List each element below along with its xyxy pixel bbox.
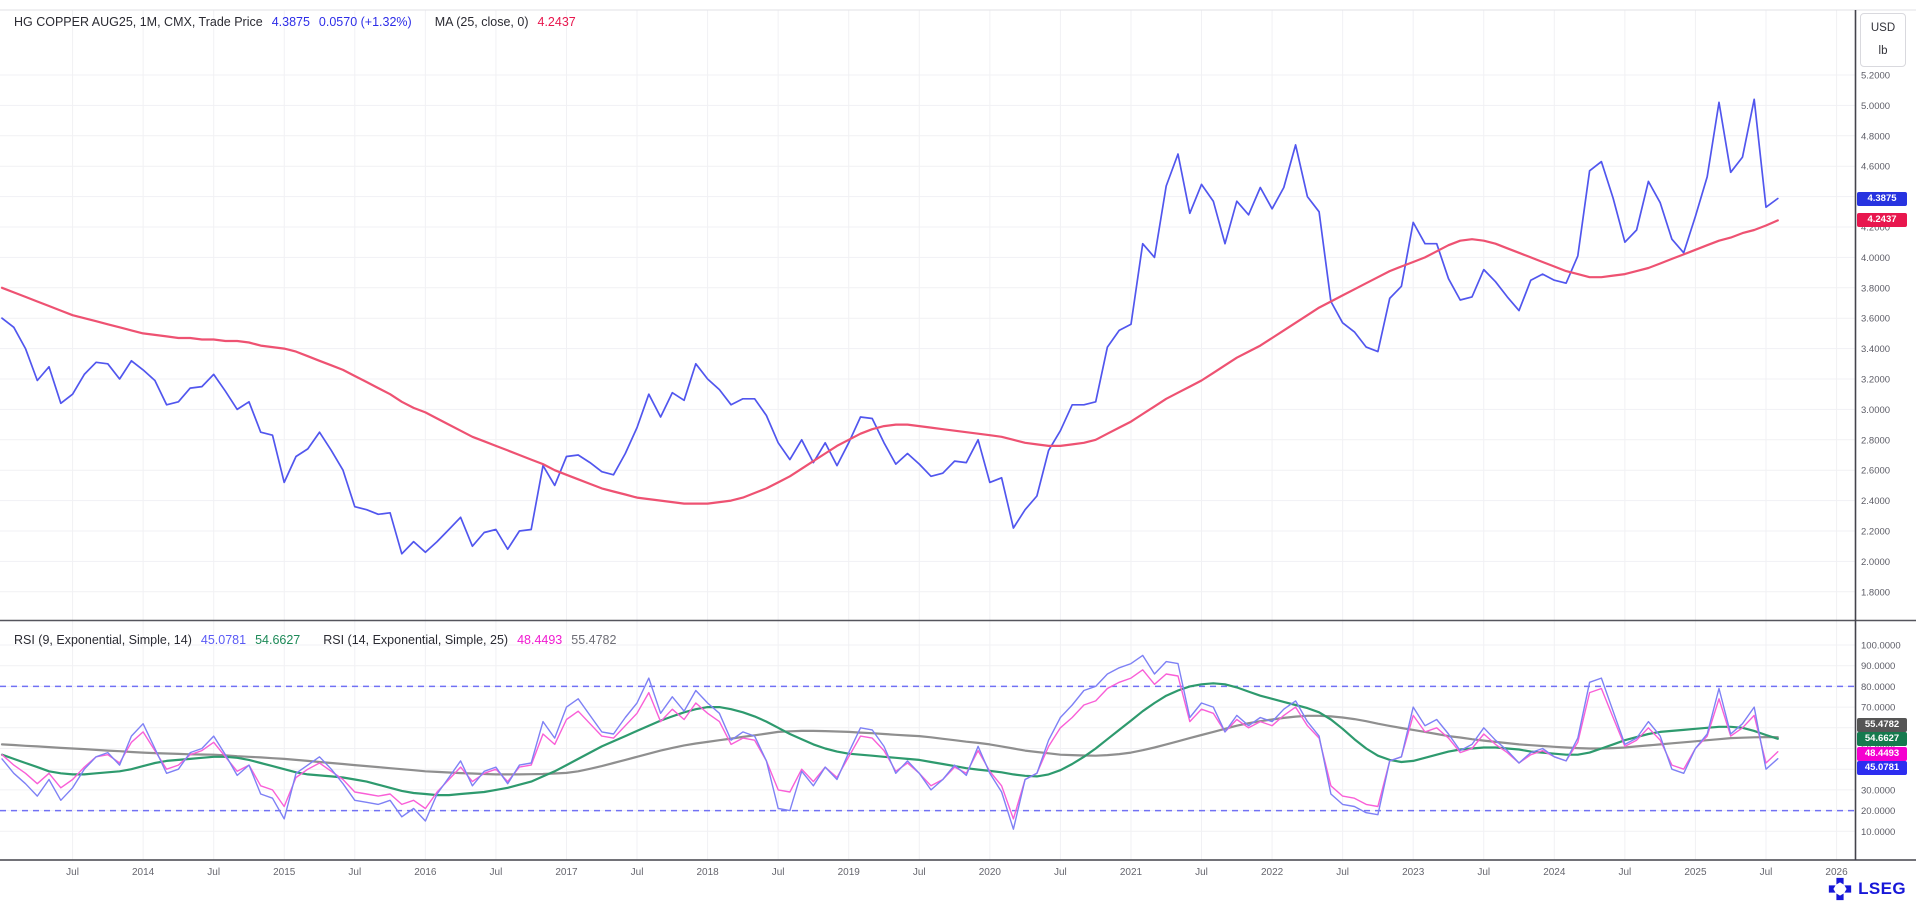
price-axis-label: 5.2000: [1861, 71, 1890, 82]
x-axis-tick-label: 2017: [555, 867, 578, 878]
x-axis-tick-label: 2016: [414, 867, 437, 878]
price-axis-label: 2.0000: [1861, 557, 1890, 568]
x-axis-tick-label: 2025: [1684, 867, 1707, 878]
rsi-axis-label: 20.0000: [1861, 806, 1895, 817]
price-axis-label: 5.0000: [1861, 101, 1890, 112]
x-axis-tick-label: 2026: [1825, 867, 1848, 878]
rsi-axis[interactable]: [1856, 622, 1916, 860]
price-axis-label: 2.2000: [1861, 527, 1890, 538]
rsi-tag: 55.4782: [1857, 717, 1907, 732]
ma-legend-value: 4.2437: [537, 15, 576, 29]
price-tag: 4.2437: [1857, 213, 1907, 228]
price-axis-label: 3.6000: [1861, 314, 1890, 325]
x-axis-tick-label: Jul: [207, 867, 220, 878]
x-axis-tick-label: 2014: [132, 867, 155, 878]
last-price-value: 4.3875: [271, 15, 310, 29]
price-tag: 4.3875: [1857, 191, 1907, 206]
x-axis-tick-label: 2019: [838, 867, 861, 878]
rsi9-ma14-line: [0, 682, 1779, 797]
x-axis-tick-label: 2020: [979, 867, 1002, 878]
rsi1-label: RSI (9, Exponential, Simple, 14): [14, 633, 192, 647]
trade-price-line: [1, 98, 1779, 555]
x-axis-tick-label: 2021: [1120, 867, 1143, 878]
rsi-axis-label: 80.0000: [1861, 682, 1895, 693]
lseg-crest-icon: [1828, 877, 1852, 901]
axis-unit-currency: USD: [1870, 22, 1896, 34]
rsi14-ma25-line: [0, 714, 1779, 776]
price-legend[interactable]: HG COPPER AUG25, 1M, CMX, Trade Price 4.…: [14, 15, 576, 29]
x-axis-tick-label: 2023: [1402, 867, 1425, 878]
x-axis-tick-label: 2018: [696, 867, 719, 878]
rsi2-ma-value: 55.4782: [571, 633, 617, 647]
price-axis-label: 4.8000: [1861, 131, 1890, 142]
price-axis-label: 1.8000: [1861, 587, 1890, 598]
x-axis-tick-label: Jul: [631, 867, 644, 878]
price-axis-label: 4.2000: [1861, 223, 1890, 234]
x-axis-tick-label: 2024: [1543, 867, 1566, 878]
rsi2-value: 48.4493: [517, 633, 563, 647]
price-axis-label: 3.2000: [1861, 375, 1890, 386]
price-axis-label: 4.0000: [1861, 253, 1890, 264]
axis-unit-measure: lb: [1878, 45, 1888, 57]
rsi-axis-label: 30.0000: [1861, 785, 1895, 796]
price-axis[interactable]: [1856, 10, 1916, 620]
price-axis-label: 3.8000: [1861, 283, 1890, 294]
x-axis-tick-label: Jul: [1618, 867, 1631, 878]
rsi-axis-label: 90.0000: [1861, 661, 1895, 672]
x-axis-tick-label: Jul: [1195, 867, 1208, 878]
rsi1-ma-value: 54.6627: [255, 633, 301, 647]
time-axis[interactable]: [0, 861, 1855, 883]
instrument-title: HG COPPER AUG25, 1M, CMX, Trade Price: [14, 15, 263, 29]
price-axis-label: 2.4000: [1861, 496, 1890, 507]
x-axis-tick-label: Jul: [348, 867, 361, 878]
rsi2-label: RSI (14, Exponential, Simple, 25): [323, 633, 509, 647]
ma-legend-label: MA (25, close, 0): [434, 15, 529, 29]
rsi-axis-label: 10.0000: [1861, 827, 1895, 838]
x-axis-tick-label: 2022: [1261, 867, 1284, 878]
x-axis-tick-label: 2015: [273, 867, 296, 878]
rsi1-value: 45.0781: [200, 633, 247, 647]
price-axis-label: 3.0000: [1861, 405, 1890, 416]
rsi-tag: 45.0781: [1857, 761, 1907, 776]
price-axis-label: 4.6000: [1861, 162, 1890, 173]
rsi-tag: 54.6627: [1857, 732, 1907, 747]
brand-footer: LSEG: [1828, 877, 1906, 901]
x-axis-tick-label: Jul: [1336, 867, 1349, 878]
rsi9-line: [1, 654, 1779, 830]
rsi-legend[interactable]: RSI (9, Exponential, Simple, 14) 45.0781…: [14, 633, 616, 647]
price-axis-label: 2.8000: [1861, 435, 1890, 446]
x-axis-tick-label: Jul: [1760, 867, 1773, 878]
price-axis-label: 2.6000: [1861, 466, 1890, 477]
x-axis-tick-label: Jul: [772, 867, 785, 878]
x-axis-tick-label: Jul: [490, 867, 503, 878]
x-axis-tick-label: Jul: [913, 867, 926, 878]
price-change-value: 0.0570 (+1.32%): [318, 15, 412, 29]
x-axis-tick-label: Jul: [1054, 867, 1067, 878]
price-axis-label: 3.4000: [1861, 344, 1890, 355]
brand-name: LSEG: [1858, 879, 1906, 898]
x-axis-tick-label: Jul: [1477, 867, 1490, 878]
axis-unit-box: USD lb: [1860, 13, 1906, 67]
ma25-line: [0, 219, 1779, 505]
rsi-axis-label: 100.0000: [1861, 641, 1901, 652]
rsi-axis-label: 70.0000: [1861, 703, 1895, 714]
rsi-tag: 48.4493: [1857, 746, 1907, 761]
x-axis-tick-label: Jul: [66, 867, 79, 878]
